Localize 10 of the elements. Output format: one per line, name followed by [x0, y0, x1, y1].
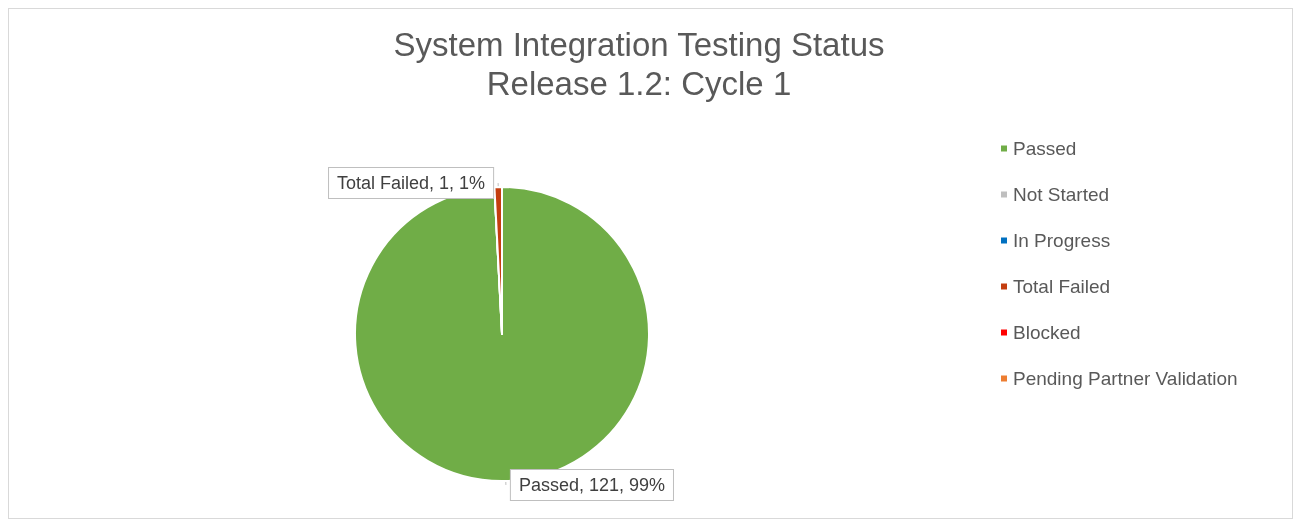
legend-label: Not Started — [1013, 184, 1110, 205]
legend-label: Pending Partner Validation — [1013, 368, 1238, 389]
chart-title: System Integration Testing Status — [393, 26, 885, 63]
legend-label: Passed — [1013, 138, 1077, 159]
data-label: Passed, 121, 99% — [518, 474, 665, 495]
chart-subtitle: Release 1.2: Cycle 1 — [486, 65, 792, 102]
legend-label: In Progress — [1013, 230, 1111, 251]
legend-label: Total Failed — [1013, 276, 1111, 297]
legend-label: Blocked — [1013, 322, 1081, 343]
data-label: Total Failed, 1, 1% — [337, 173, 486, 194]
